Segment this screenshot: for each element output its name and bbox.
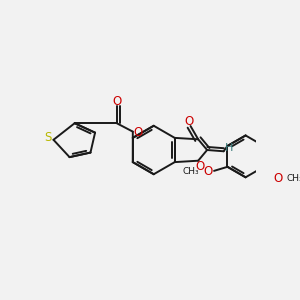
Text: CH₃: CH₃ — [286, 174, 300, 183]
Text: S: S — [44, 131, 52, 144]
Text: CH₃: CH₃ — [183, 167, 199, 176]
Text: O: O — [195, 160, 205, 173]
Text: H: H — [225, 143, 233, 153]
Text: O: O — [184, 115, 194, 128]
Text: O: O — [204, 165, 213, 178]
Text: O: O — [134, 126, 143, 139]
Text: O: O — [274, 172, 283, 185]
Text: O: O — [112, 95, 122, 108]
